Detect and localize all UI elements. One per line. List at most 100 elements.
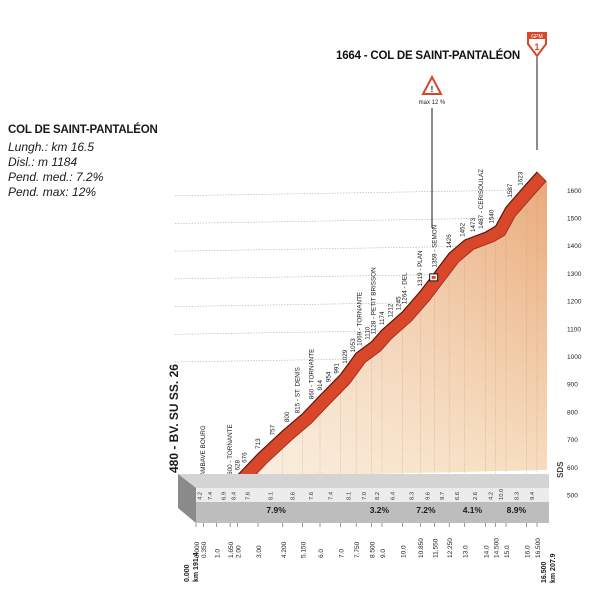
km-tick-label: 4.200 [281, 541, 288, 558]
point-label: 1359 - SEMON [432, 224, 439, 267]
km-tick-label: 7.0 [339, 549, 346, 558]
km-tick-label: 6.0 [318, 549, 325, 558]
climb-length: Lungh.: km 16.5 [8, 140, 95, 154]
point-label: 1319 - PLAN [417, 250, 424, 287]
segment-gradient: 7.6 [309, 492, 315, 500]
segment-gradient: 2.6 [473, 492, 479, 500]
km-end-label: 16.500 [541, 561, 548, 583]
km-tick-label: 9.0 [380, 549, 387, 558]
segment-gradient: 4.2 [489, 492, 495, 500]
km-start-label: 0.000 [184, 564, 191, 582]
km-axis: 0.000 0.350 1.0 1.650 2.00 3.00 4.200 5.150 6.0 7… [184, 523, 557, 583]
altitude-tick-label: 1100 [567, 326, 581, 333]
km-tick-label: 12.250 [447, 538, 454, 558]
point-label: 600 - TORNANTE [227, 424, 234, 475]
point-label: 815 - ST. DENIS [294, 367, 301, 413]
segment-gradient: 9.4 [530, 491, 536, 500]
section-strip [196, 502, 549, 523]
segment-gradient: 8.1 [268, 492, 274, 500]
segment-gradient: 8.1 [346, 492, 352, 500]
km-tick-label: 3.00 [256, 545, 263, 558]
altitude-tick-label: 600 [567, 465, 578, 472]
point-label: 1174 [379, 311, 386, 325]
gridline [174, 272, 541, 280]
point-label: 1264 - DEL [402, 272, 409, 304]
climb-elevation-gain: Disl.: m 1184 [8, 155, 78, 169]
segment-gradient: 8.4 [232, 491, 238, 500]
gridline [174, 300, 541, 307]
segment-gradient: 6.6 [455, 492, 461, 500]
section-gradient: 3.2% [370, 505, 390, 515]
segment-gradient: 7.0 [362, 492, 368, 500]
point-label: 713 [255, 438, 262, 449]
altitude-tick-label: 1200 [567, 299, 582, 306]
warning-triangle-icon [421, 74, 443, 95]
altitude-tick-label: 900 [567, 382, 578, 389]
section-gradient: 8.9% [507, 505, 527, 515]
point-label: 800 [284, 411, 291, 422]
km-tick-label: 13.0 [463, 545, 470, 558]
climb-info-box: COL DE SAINT-PANTALÉON Lungh.: km 16.5 D… [8, 124, 158, 200]
segment-gradient: 9.7 [440, 492, 446, 500]
km-tick-label: 16.0 [525, 545, 532, 558]
point-label: 1426 [446, 234, 453, 249]
gridline [174, 217, 541, 224]
km-tick-label: 14.500 [494, 538, 501, 558]
altitude-tick-label: 500 [567, 492, 578, 499]
km-tick-label: 1.650 [228, 541, 235, 558]
point-label: 493 - CHAMBAVE BOURG [200, 425, 207, 501]
segment-gradient: 7.6 [246, 492, 252, 500]
km-tick-label: 8.500 [370, 541, 377, 558]
segment-gradient: 10.0 [499, 489, 505, 500]
point-label: 1029 [342, 349, 349, 364]
section-gradient: 4.1% [463, 505, 483, 515]
altitude-tick-label: 1000 [567, 354, 582, 361]
base-block-side [178, 474, 196, 523]
point-label: 1128 - PETIT BRISSON [371, 267, 378, 334]
altitude-axis: 500 600 700 800 900 1000 1100 1200 1300 1400 1500 1… [567, 188, 582, 500]
segment-gradient: 8.3 [514, 492, 520, 500]
point-label: 1110 [365, 326, 372, 340]
climb-max-gradient: Pend. max: 12% [8, 185, 97, 199]
segment-gradient: 8.6 [291, 492, 297, 500]
altitude-tick-label: 1300 [567, 271, 582, 278]
segment-gradient: 8.3 [409, 492, 415, 500]
altitude-tick-label: 1400 [567, 243, 582, 250]
km-tick-label: 16.500 [535, 538, 542, 558]
km-tick-label: 1.0 [215, 549, 222, 558]
segment-gradient: 4.2 [198, 492, 204, 500]
segment-gradient: 8.2 [375, 492, 381, 500]
point-label: 1452 [460, 222, 467, 237]
section-gradient: 7.9% [266, 505, 286, 515]
point-label: 676 [242, 452, 249, 463]
point-label: 1053 [350, 338, 357, 353]
section-gradient: 7.2% [416, 505, 436, 515]
point-label: 1212 [387, 303, 394, 318]
km-tick-label: 15.0 [504, 545, 511, 558]
segment-gradient: 7.4 [208, 491, 214, 500]
point-label: 1487 - CERISOULAZ [478, 169, 485, 229]
altitude-tick-label: 1500 [567, 215, 582, 222]
climb-average-gradient: Pend. med.: 7.2% [8, 170, 104, 184]
point-label: 991 [334, 363, 341, 374]
profile-area [195, 171, 547, 520]
gridline [174, 327, 541, 335]
segment-gradient: 6.4 [390, 491, 396, 500]
profile-base: 4.2 7.4 6.9 8.4 7.6 8.1 8.6 7.6 7.4 8.1 7.0 8.2 6.4 8… [178, 474, 549, 523]
gpm-badge-number: 1 [534, 42, 539, 52]
summit-label: 1664 - COL DE SAINT-PANTALÉON [336, 50, 520, 62]
point-label: 1245 [396, 296, 403, 311]
sds-logo: SDS [556, 461, 565, 478]
gridline [174, 189, 541, 197]
gpm-marker: GPM 1 [527, 32, 547, 150]
gpm-badge-text: GPM [531, 34, 542, 40]
point-label: 757 [269, 424, 276, 435]
max-gradient-point-core [431, 275, 436, 279]
km-tick-label: 0.000 [194, 541, 201, 558]
km-tick-label: 2.00 [235, 545, 242, 558]
point-label: 1069 - TORNANTE [356, 292, 363, 346]
altitude-tick-label: 700 [567, 437, 578, 444]
altitude-tick-label: 800 [567, 409, 578, 416]
gradient-strip [196, 488, 549, 502]
point-label: 914 [317, 380, 324, 391]
